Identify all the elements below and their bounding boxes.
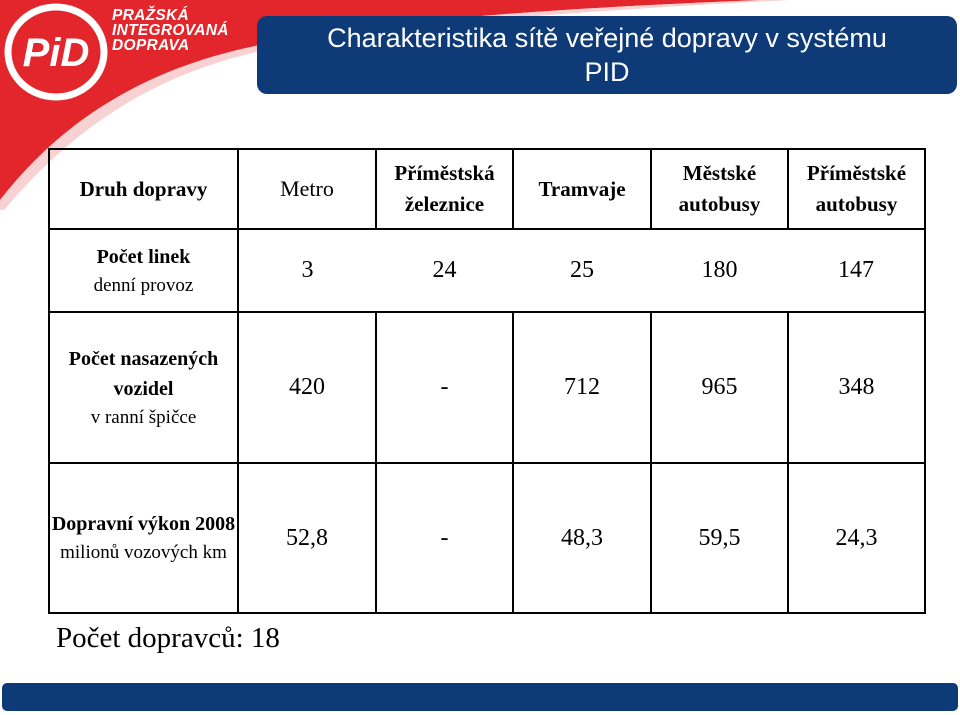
pid-logo: PiD PRAŽSKÁ INTEGROVANÁ DOPRAVA (4, 2, 259, 107)
table-cell: 52,8 (237, 462, 377, 614)
table-cell: 24,3 (787, 462, 926, 614)
table-cell: - (375, 311, 514, 464)
table-cell: 712 (512, 311, 652, 464)
logo-line-3: DOPRAVA (112, 37, 190, 54)
row-header-cell: Počet nasazených vozidel v ranní špičce (48, 311, 239, 464)
bottom-bar (2, 683, 958, 711)
table-cell: 420 (237, 311, 377, 464)
transport-table: Druh dopravy Metro Příměstská železnice … (48, 148, 926, 614)
table-cell: 25 (513, 228, 651, 313)
header-cell: Druh dopravy (48, 148, 239, 230)
table-cell: 3 (238, 228, 376, 313)
header-cell: Příměstské autobusy (787, 148, 926, 230)
row-label-main: Dopravní výkon 2008 (51, 513, 236, 535)
header-cell: Městské autobusy (650, 148, 789, 230)
logo-line-1: PRAŽSKÁ (112, 7, 190, 24)
table-row: Dopravní výkon 2008 milionů vozových km … (48, 462, 926, 614)
header-cell: Metro (237, 148, 377, 230)
table-cell: 59,5 (650, 462, 789, 614)
table-cell: 965 (650, 311, 789, 464)
red-swoosh-decoration (0, 0, 790, 210)
row-header-cell: Počet linek denní provoz (48, 228, 239, 313)
row-label-sub: milionů vozových km (60, 542, 227, 563)
table-cell: 348 (787, 311, 926, 464)
page-title: Charakteristika sítě veřejné dopravy v s… (327, 23, 887, 87)
logo-line-2: INTEGROVANÁ (112, 22, 229, 39)
table-cell: 180 (651, 228, 788, 313)
pid-logo-wordmark: PRAŽSKÁ INTEGROVANÁ DOPRAVA (112, 7, 229, 54)
operator-count-text: Počet dopravců: 18 (56, 622, 280, 654)
svg-text:PiD: PiD (23, 31, 90, 75)
table-cell: 48,3 (512, 462, 652, 614)
header-cell: Příměstská železnice (375, 148, 514, 230)
row-label-sub: v ranní špičce (90, 406, 197, 428)
table-cell: 24 (376, 228, 513, 313)
pid-logo-mark: PiD (4, 3, 108, 101)
table-cell: 147 (788, 228, 926, 313)
row-label-sub: denní provoz (93, 274, 194, 296)
row-label-main: Počet nasazených vozidel (68, 347, 219, 400)
table-row: Počet nasazených vozidel v ranní špičce … (48, 311, 926, 464)
header-cell: Tramvaje (512, 148, 652, 230)
row-header-cell: Dopravní výkon 2008 milionů vozových km (48, 462, 239, 614)
table-cell: - (375, 462, 514, 614)
row-label-main: Počet linek (96, 245, 191, 268)
table-row: Počet linek denní provoz 3 24 25 180 147 (48, 228, 926, 313)
table-header-row: Druh dopravy Metro Příměstská železnice … (48, 148, 926, 230)
title-bar: Charakteristika sítě veřejné dopravy v s… (257, 16, 957, 94)
